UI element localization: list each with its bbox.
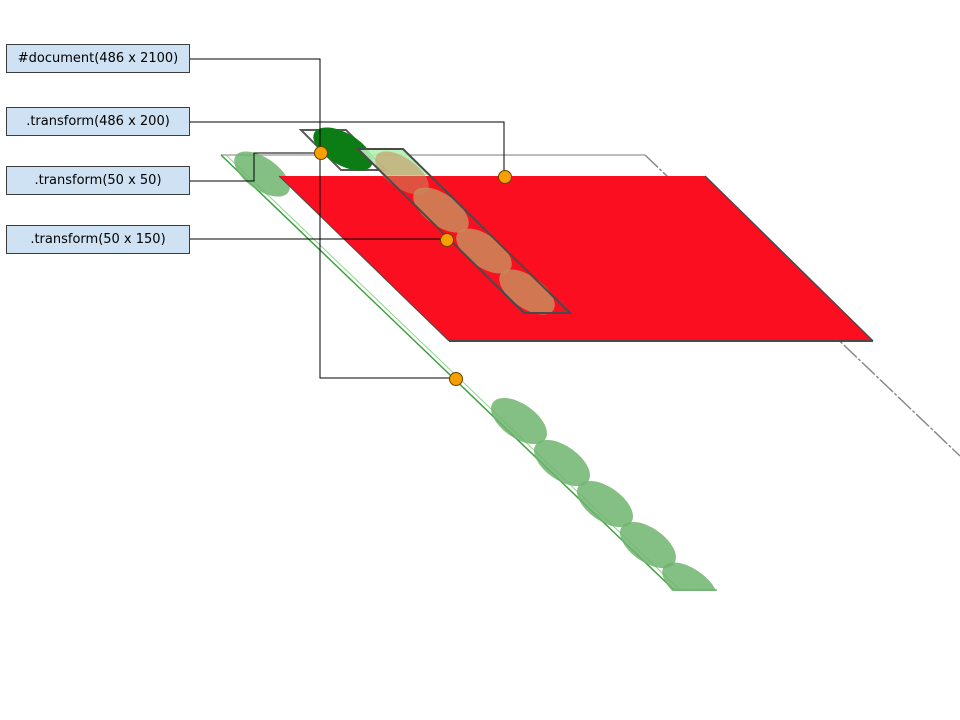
connector-document	[190, 58, 456, 379]
brown-ellipse	[499, 269, 555, 315]
green-strip-layer	[220, 151, 750, 631]
marker-document	[449, 372, 463, 386]
green-ellipse	[234, 151, 290, 197]
marker-transform-50x50	[314, 146, 328, 160]
red-layer-right-edge	[704, 175, 874, 342]
green-ellipse	[620, 521, 676, 569]
connector-transform-486x200	[190, 121, 505, 177]
label-transform-50x50: .transform(50 x 50)	[6, 166, 190, 195]
brown-ellipse	[375, 151, 429, 195]
green-ellipse	[491, 397, 547, 445]
red-transform-layer	[278, 175, 874, 342]
red-layer-left-edge	[278, 175, 450, 342]
dark-green-ellipse	[313, 127, 373, 171]
marker-transform-50x150	[440, 233, 454, 247]
column-outline	[355, 148, 573, 314]
brown-ellipse	[413, 187, 469, 233]
green-ellipse	[534, 439, 590, 487]
label-transform-486x200: .transform(486 x 200)	[6, 107, 190, 136]
markers	[314, 146, 512, 386]
connector-transform-50x50	[190, 152, 321, 182]
marker-transform-486x200	[498, 170, 512, 184]
red-parallelogram	[279, 176, 873, 341]
label-document: #document(486 x 2100)	[6, 44, 190, 73]
label-transform-50x150: .transform(50 x 150)	[6, 225, 190, 254]
transform-50x150-layer	[355, 148, 573, 315]
green-strip-clip	[640, 591, 750, 631]
connectors	[190, 58, 505, 379]
green-ellipse	[577, 480, 633, 528]
brown-ellipse	[456, 228, 512, 274]
